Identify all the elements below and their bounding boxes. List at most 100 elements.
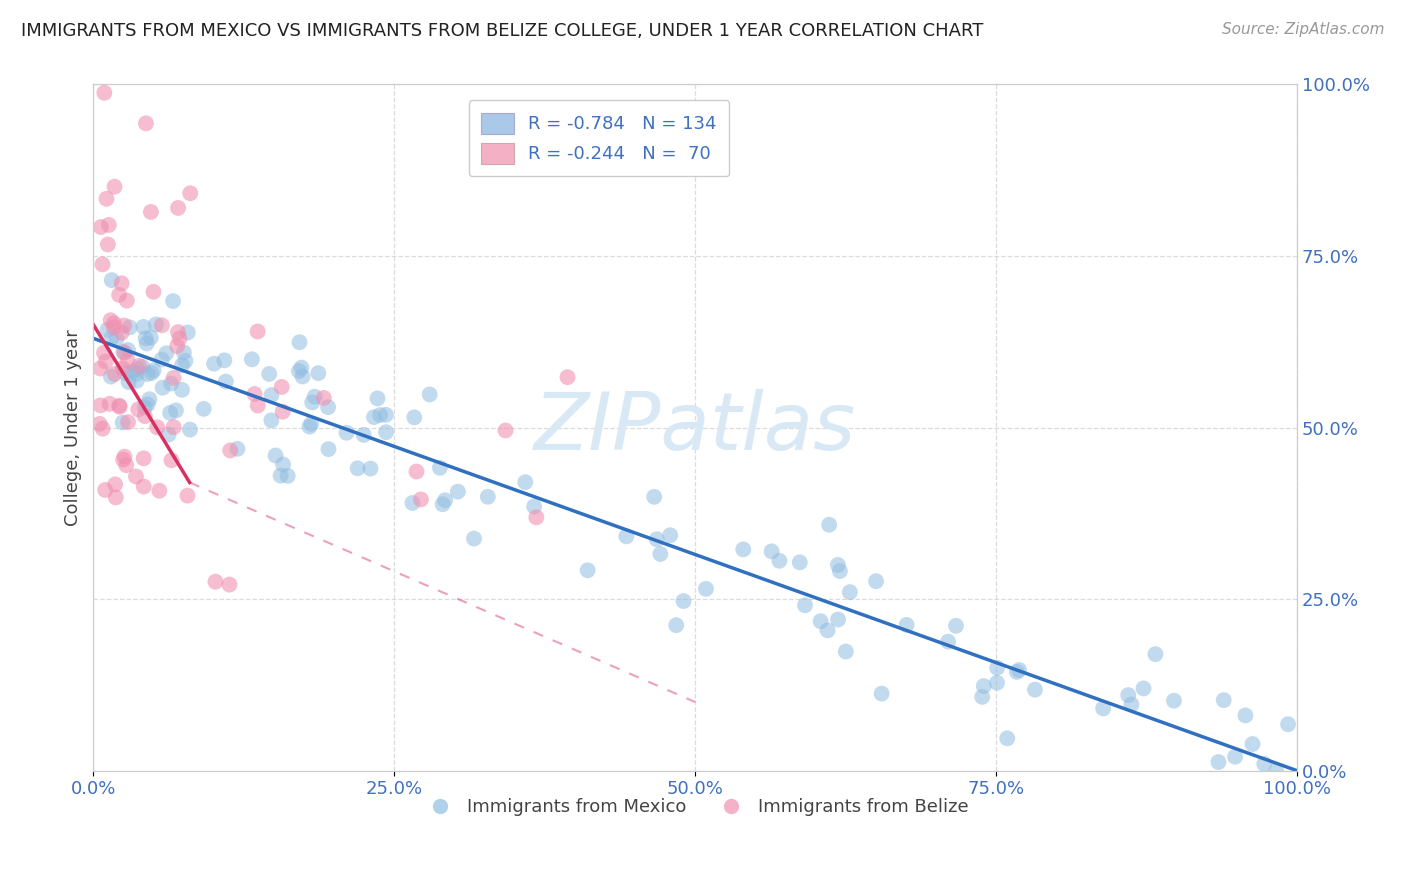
- Point: [672, 594, 695, 608]
- Point: [131, 359, 153, 374]
- Point: [163, 420, 186, 434]
- Point: [193, 401, 215, 416]
- Point: [117, 343, 139, 357]
- Point: [260, 388, 283, 402]
- Point: [353, 428, 375, 442]
- Point: [986, 675, 1008, 690]
- Point: [112, 345, 135, 359]
- Point: [215, 375, 238, 389]
- Point: [1234, 708, 1257, 723]
- Point: [405, 465, 427, 479]
- Point: [368, 408, 391, 422]
- Point: [103, 179, 125, 194]
- Point: [307, 366, 329, 380]
- Point: [134, 409, 156, 423]
- Point: [100, 313, 122, 327]
- Point: [1163, 694, 1185, 708]
- Point: [524, 510, 547, 524]
- Text: IMMIGRANTS FROM MEXICO VS IMMIGRANTS FROM BELIZE COLLEGE, UNDER 1 YEAR CORRELATI: IMMIGRANTS FROM MEXICO VS IMMIGRANTS FRO…: [21, 22, 983, 40]
- Point: [167, 325, 190, 339]
- Point: [645, 533, 668, 547]
- Point: [264, 449, 287, 463]
- Point: [557, 370, 579, 384]
- Point: [94, 483, 117, 497]
- Point: [141, 366, 163, 380]
- Point: [838, 585, 860, 599]
- Point: [125, 469, 148, 483]
- Point: [91, 257, 114, 271]
- Point: [111, 361, 134, 376]
- Point: [359, 461, 381, 475]
- Point: [346, 461, 368, 475]
- Point: [104, 491, 127, 505]
- Point: [170, 383, 193, 397]
- Point: [132, 451, 155, 466]
- Point: [288, 364, 311, 378]
- Point: [1208, 755, 1230, 769]
- Point: [100, 331, 122, 345]
- Point: [150, 318, 173, 333]
- Point: [447, 484, 470, 499]
- Point: [865, 574, 887, 589]
- Point: [870, 687, 893, 701]
- Point: [170, 359, 193, 373]
- Point: [695, 582, 717, 596]
- Point: [162, 371, 184, 385]
- Point: [142, 285, 165, 299]
- Point: [114, 450, 136, 464]
- Point: [93, 86, 115, 100]
- Point: [114, 366, 136, 380]
- Point: [614, 529, 637, 543]
- Point: [179, 186, 201, 201]
- Point: [828, 564, 851, 578]
- Point: [115, 458, 138, 472]
- Point: [152, 381, 174, 395]
- Point: [643, 490, 665, 504]
- Point: [733, 542, 755, 557]
- Point: [108, 400, 131, 414]
- Point: [104, 477, 127, 491]
- Point: [148, 483, 170, 498]
- Point: [1121, 698, 1143, 712]
- Legend: Immigrants from Mexico, Immigrants from Belize: Immigrants from Mexico, Immigrants from …: [415, 791, 976, 823]
- Point: [1116, 688, 1139, 702]
- Point: [146, 420, 169, 434]
- Point: [794, 599, 817, 613]
- Point: [139, 205, 162, 219]
- Point: [117, 415, 139, 429]
- Point: [111, 277, 134, 291]
- Point: [995, 731, 1018, 746]
- Point: [665, 618, 688, 632]
- Point: [136, 367, 159, 381]
- Point: [204, 574, 226, 589]
- Point: [827, 558, 849, 572]
- Point: [271, 404, 294, 418]
- Point: [271, 458, 294, 472]
- Point: [132, 319, 155, 334]
- Point: [97, 218, 120, 232]
- Point: [155, 346, 177, 360]
- Point: [121, 365, 143, 379]
- Point: [96, 323, 118, 337]
- Point: [270, 380, 292, 394]
- Point: [312, 391, 335, 405]
- Point: [1241, 737, 1264, 751]
- Point: [972, 690, 994, 704]
- Point: [135, 116, 157, 130]
- Point: [257, 367, 280, 381]
- Point: [817, 624, 839, 638]
- Point: [128, 359, 150, 373]
- Point: [108, 399, 131, 413]
- Point: [165, 403, 187, 417]
- Point: [179, 423, 201, 437]
- Point: [463, 532, 485, 546]
- Point: [90, 220, 112, 235]
- Point: [515, 475, 537, 490]
- Point: [1005, 665, 1028, 679]
- Point: [214, 353, 236, 368]
- Point: [157, 427, 180, 442]
- Point: [523, 500, 546, 514]
- Point: [318, 442, 340, 456]
- Point: [298, 419, 321, 434]
- Point: [761, 544, 783, 558]
